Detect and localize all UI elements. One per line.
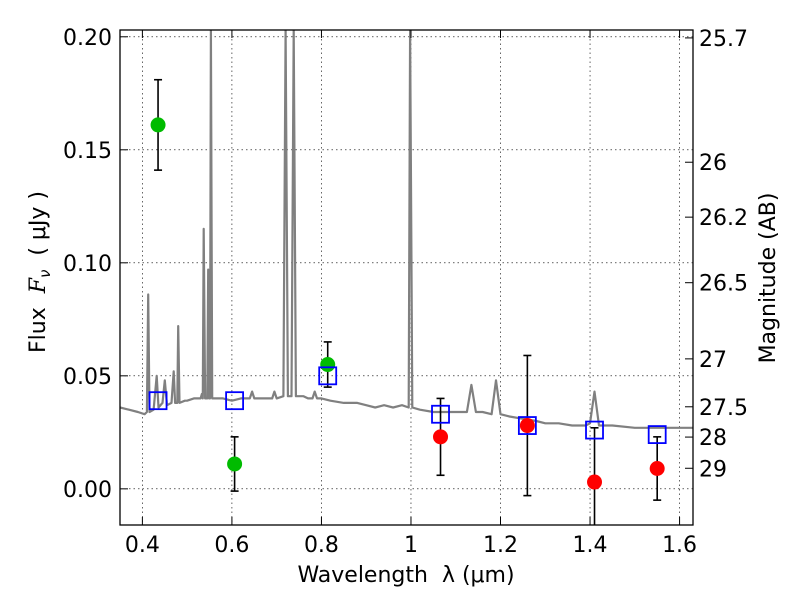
x-tick-label: 1.6 — [662, 533, 697, 558]
plot-frame — [119, 29, 694, 526]
y-axis-label-suffix: ( μJy ) — [26, 191, 51, 270]
y-axis-label: Flux Fν ( μJy ) — [26, 191, 54, 353]
data-point-circle — [227, 456, 243, 472]
spectrum-line — [120, 30, 693, 429]
y-tick-label: 0.05 — [63, 365, 112, 390]
data-point-square — [431, 404, 450, 424]
data-point-circle — [150, 117, 166, 133]
y-tick-label: 0.00 — [63, 478, 112, 503]
data-point-square — [318, 366, 338, 386]
y-axis-label-symbol: F — [26, 277, 51, 294]
right-tick-label: 26.5 — [699, 272, 748, 297]
right-axis-label: Magnitude (AB) — [756, 193, 781, 364]
data-point-square — [225, 391, 245, 411]
y-tick-label: 0.15 — [63, 139, 112, 164]
y-tick-label: 0.10 — [63, 252, 112, 277]
x-tick-label: 1 — [404, 533, 418, 558]
axes-ticks: 0.4 0.6 0.8 1 1.2 1.4 1.6 0.00 0.05 0.10 0.15 0.20 2… — [63, 26, 748, 558]
data-point-square — [517, 416, 537, 435]
data-point-square — [585, 420, 604, 440]
x-axis-label-math: λ (μm) — [442, 563, 515, 588]
right-tick-label: 29 — [699, 457, 727, 482]
data-point-circle — [433, 429, 449, 445]
data-point-circle — [587, 474, 603, 490]
data-point-circle — [519, 418, 535, 434]
x-axis-label-prefix: Wavelength — [297, 563, 442, 588]
x-tick-label: 1.4 — [573, 533, 608, 558]
plot-area — [120, 30, 693, 525]
right-tick-label: 28 — [699, 426, 727, 451]
right-tick-label: 26 — [699, 151, 727, 176]
y-axis-label-subscript: ν — [36, 270, 54, 278]
data-point-square — [647, 425, 667, 444]
x-axis-label: Wavelength λ (μm) — [297, 563, 514, 588]
x-tick-label: 0.4 — [125, 533, 160, 558]
x-tick-label: 0.6 — [214, 533, 249, 558]
y-axis-label-prefix: Flux — [26, 293, 51, 353]
x-tick-label: 1.2 — [483, 533, 518, 558]
right-tick-label: 26.2 — [699, 206, 748, 231]
x-tick-label: 0.8 — [304, 533, 339, 558]
data-point-square — [148, 391, 168, 411]
right-tick-label: 27 — [699, 348, 727, 373]
data-point-circle — [649, 460, 665, 476]
data-point-circle — [320, 357, 336, 373]
grid — [120, 30, 693, 525]
right-tick-label: 27.5 — [699, 396, 748, 421]
right-tick-label: 25.7 — [699, 27, 748, 52]
y-tick-label: 0.20 — [63, 26, 112, 51]
